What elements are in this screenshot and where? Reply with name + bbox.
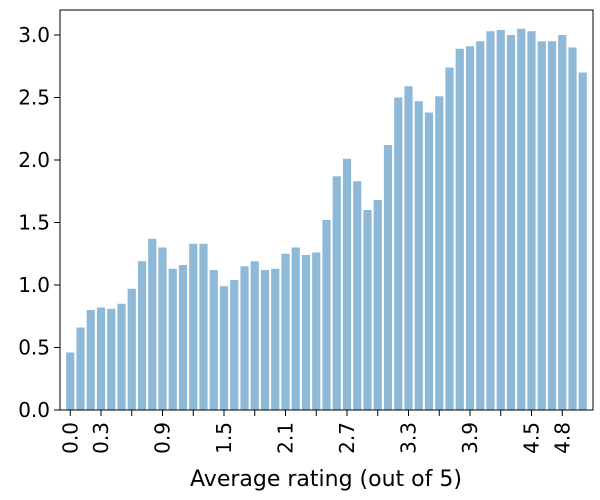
bar-4.9 [568, 47, 577, 410]
x-tick-label: 0.3 [89, 422, 113, 454]
bar-3.7 [445, 67, 454, 410]
bar-0.9 [158, 247, 167, 410]
bar-2.3 [301, 255, 311, 410]
bar-4.4 [517, 28, 526, 410]
bar-4.7 [547, 41, 557, 410]
bar-4.5 [527, 31, 536, 410]
bar-1.3 [199, 243, 208, 410]
bar-1.5 [219, 286, 229, 410]
bar-3.8 [455, 48, 464, 410]
y-tick-label: 1.0 [18, 273, 50, 297]
bar-0.3 [96, 307, 106, 410]
x-tick-label: 2.7 [335, 422, 359, 454]
y-tick-label: 1.5 [18, 211, 50, 235]
bar-3.5 [424, 112, 434, 410]
bar-1.6 [230, 280, 239, 410]
bar-0.4 [107, 308, 116, 410]
bars-group [66, 28, 587, 410]
bar-4.1 [486, 31, 495, 410]
x-tick-label: 4.8 [550, 422, 574, 454]
bar-3.6 [435, 96, 444, 410]
bar-2.8 [353, 181, 362, 410]
y-tick-label: 2.0 [18, 148, 50, 172]
bar-3.2 [394, 97, 403, 410]
bar-2.9 [363, 210, 372, 410]
bar-3.9 [465, 46, 475, 410]
bar-0.0 [66, 352, 75, 410]
bar-1.0 [168, 268, 177, 410]
bar-0.1 [76, 327, 85, 410]
bar-2.7 [342, 158, 352, 410]
bar-5.0 [578, 72, 587, 410]
bar-3.3 [404, 86, 413, 410]
bar-4.8 [558, 35, 567, 410]
y-axis: 0.0 0.5 1.0 1.5 2.0 2.5 3.0 [18, 23, 60, 422]
bar-1.7 [240, 266, 249, 410]
bar-2.2 [291, 247, 300, 410]
bar-3.0 [373, 200, 382, 410]
y-tick-label: 0.5 [18, 336, 50, 360]
bar-2.1 [281, 253, 290, 410]
x-tick-label: 0.9 [151, 422, 175, 454]
bar-3.1 [383, 145, 393, 410]
bar-4.0 [476, 41, 485, 410]
x-tick-label: 1.5 [212, 422, 236, 454]
x-tick-label: 2.1 [274, 422, 298, 454]
bar-4.3 [506, 35, 516, 410]
bar-0.2 [86, 310, 95, 410]
bar-1.9 [260, 270, 270, 410]
bar-1.1 [178, 265, 188, 410]
bar-2.6 [332, 176, 341, 410]
bar-0.5 [117, 303, 126, 410]
x-tick-label: 4.5 [520, 422, 544, 454]
bar-2.5 [322, 220, 331, 410]
bar-2.4 [312, 252, 321, 410]
bar-0.8 [148, 238, 157, 410]
x-tick-label: 3.9 [458, 422, 482, 454]
x-axis: 0.0 0.3 0.9 1.5 2.1 2.7 3.3 3.9 4.5 4.8 [58, 410, 574, 454]
x-tick-label: 0.0 [58, 422, 82, 454]
bar-3.4 [414, 101, 423, 410]
bar-1.4 [209, 270, 218, 410]
plot-frame [59, 9, 594, 411]
bar-4.2 [496, 30, 505, 410]
bar-0.6 [127, 288, 136, 410]
y-tick-label: 0.0 [18, 398, 50, 422]
bar-1.2 [189, 243, 198, 410]
x-tick-label: 3.3 [397, 422, 421, 454]
y-tick-label: 3.0 [18, 23, 50, 47]
bar-1.8 [250, 261, 259, 410]
x-axis-label: Average rating (out of 5) [190, 467, 462, 492]
y-tick-label: 2.5 [18, 86, 50, 110]
bar-4.6 [537, 41, 546, 410]
bar-2.0 [271, 268, 280, 410]
bar-0.7 [137, 261, 147, 410]
